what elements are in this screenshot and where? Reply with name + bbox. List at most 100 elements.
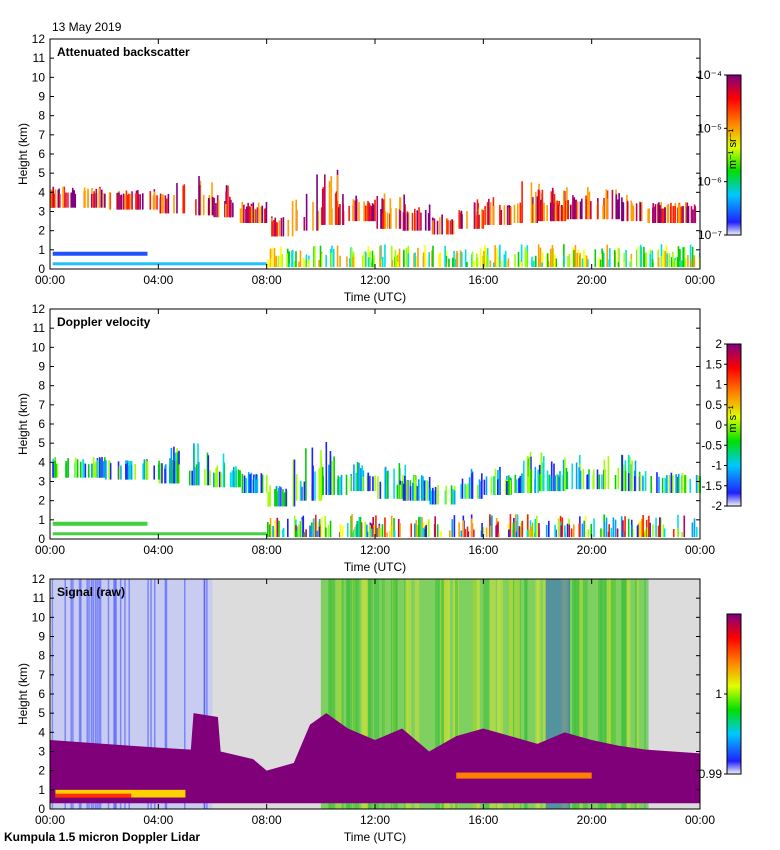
signal-noise-stripe bbox=[524, 579, 527, 809]
colorbar bbox=[726, 74, 742, 236]
boundary-layer-column bbox=[329, 520, 332, 538]
boundary-layer-column bbox=[460, 530, 463, 538]
signal-noise-stripe bbox=[150, 579, 152, 809]
cloud-column bbox=[500, 209, 503, 225]
boundary-layer-column bbox=[509, 514, 512, 538]
cloud-column bbox=[621, 197, 623, 222]
boundary-layer-column bbox=[353, 529, 355, 538]
signal-noise-stripe bbox=[472, 579, 479, 809]
cloud-column bbox=[399, 210, 402, 229]
boundary-layer-column bbox=[643, 246, 645, 268]
boundary-layer-column bbox=[379, 246, 381, 268]
plot-date: 13 May 2019 bbox=[52, 20, 122, 34]
y-tick-label: 1 bbox=[38, 243, 45, 257]
cloud-column bbox=[267, 492, 269, 507]
boundary-layer-column bbox=[514, 514, 517, 538]
boundary-layer-column bbox=[395, 256, 398, 268]
boundary-layer-column bbox=[332, 248, 335, 268]
signal-noise-stripe bbox=[636, 579, 639, 809]
signal-noise-stripe bbox=[610, 579, 616, 809]
cloud-column bbox=[654, 206, 656, 223]
boundary-layer-column bbox=[538, 258, 540, 268]
cloud-column bbox=[664, 477, 666, 493]
cloud-column bbox=[567, 200, 569, 220]
cloud-column bbox=[217, 200, 220, 218]
colorbar-tick-label: 2 bbox=[715, 337, 722, 351]
cloud-column bbox=[108, 192, 111, 210]
signal-noise-stripe bbox=[362, 579, 368, 809]
cloud-column bbox=[161, 463, 163, 484]
boundary-layer-column bbox=[308, 259, 310, 268]
boundary-layer-column bbox=[336, 245, 339, 268]
boundary-layer-column bbox=[415, 520, 418, 538]
cloud-column bbox=[339, 204, 341, 225]
cloud-column bbox=[549, 475, 552, 492]
boundary-layer-column bbox=[287, 518, 289, 538]
boundary-layer-column bbox=[282, 527, 285, 538]
boundary-layer-column bbox=[330, 252, 333, 268]
boundary-layer-column bbox=[564, 525, 566, 538]
cloud-column bbox=[414, 479, 417, 501]
colorbar-tick-label: 10⁻⁶ bbox=[697, 175, 722, 189]
boundary-layer-column bbox=[460, 251, 463, 268]
boundary-layer-column bbox=[351, 514, 353, 538]
y-tick-label: 0 bbox=[38, 802, 45, 816]
cloud-column bbox=[164, 468, 166, 484]
cloud-column bbox=[499, 466, 501, 495]
boundary-layer-column bbox=[396, 255, 399, 268]
cloud-column bbox=[505, 479, 507, 495]
cloud-column bbox=[449, 220, 452, 235]
cloud-column bbox=[579, 201, 582, 220]
cloud-column bbox=[572, 195, 574, 220]
boundary-layer-column bbox=[361, 255, 364, 268]
boundary-layer-column bbox=[681, 531, 683, 538]
cloud-column bbox=[436, 220, 439, 235]
signal-noise-stripe bbox=[497, 579, 504, 809]
boundary-layer-column bbox=[448, 530, 451, 538]
cloud-column bbox=[336, 200, 338, 225]
boundary-layer-column bbox=[393, 529, 396, 538]
y-tick-label: 9 bbox=[38, 630, 45, 644]
cloud-column bbox=[459, 212, 462, 229]
boundary-layer-column bbox=[683, 515, 686, 538]
cloud-column bbox=[282, 489, 284, 507]
cloud-column bbox=[515, 479, 518, 493]
signal-noise-stripe bbox=[497, 579, 500, 809]
cloud-column bbox=[624, 470, 627, 492]
cloud-column bbox=[305, 193, 308, 231]
boundary-layer-column bbox=[300, 519, 303, 538]
boundary-layer-column bbox=[358, 516, 361, 538]
cloud-column bbox=[396, 484, 399, 499]
signal-noise-stripe bbox=[352, 579, 357, 809]
cloud-column bbox=[54, 189, 57, 208]
boundary-layer-column bbox=[366, 524, 368, 538]
colorbar-tick-label: 0.99 bbox=[699, 767, 723, 781]
y-tick-label: 0 bbox=[38, 262, 45, 276]
boundary-layer-column bbox=[533, 260, 535, 268]
cloud-column bbox=[663, 208, 665, 223]
cloud-column bbox=[193, 443, 195, 486]
colorbar-tick-label: 1 bbox=[715, 687, 722, 701]
cloud-column bbox=[285, 488, 287, 507]
cloud-column bbox=[684, 475, 686, 493]
boundary-layer-column bbox=[501, 260, 503, 268]
cloud-column bbox=[280, 217, 283, 237]
boundary-layer-column bbox=[359, 516, 362, 538]
cloud-column bbox=[666, 475, 668, 493]
boundary-layer-column bbox=[576, 252, 579, 268]
cloud-column bbox=[265, 474, 268, 493]
boundary-layer-column bbox=[418, 516, 420, 538]
signal-noise-stripe bbox=[64, 579, 66, 809]
signal-noise-stripe bbox=[634, 579, 638, 809]
cloud-column bbox=[63, 186, 66, 208]
cloud-column bbox=[317, 210, 320, 231]
cloud-column bbox=[460, 210, 463, 229]
cloud-column bbox=[100, 189, 103, 208]
boundary-layer-column bbox=[601, 250, 604, 268]
signal-noise-stripe bbox=[165, 579, 168, 809]
boundary-layer-column bbox=[676, 527, 679, 538]
cloud-column bbox=[685, 474, 687, 493]
boundary-layer-column bbox=[584, 254, 586, 268]
colorbar-tick-label: -2 bbox=[711, 499, 722, 513]
boundary-layer-column bbox=[371, 250, 374, 268]
